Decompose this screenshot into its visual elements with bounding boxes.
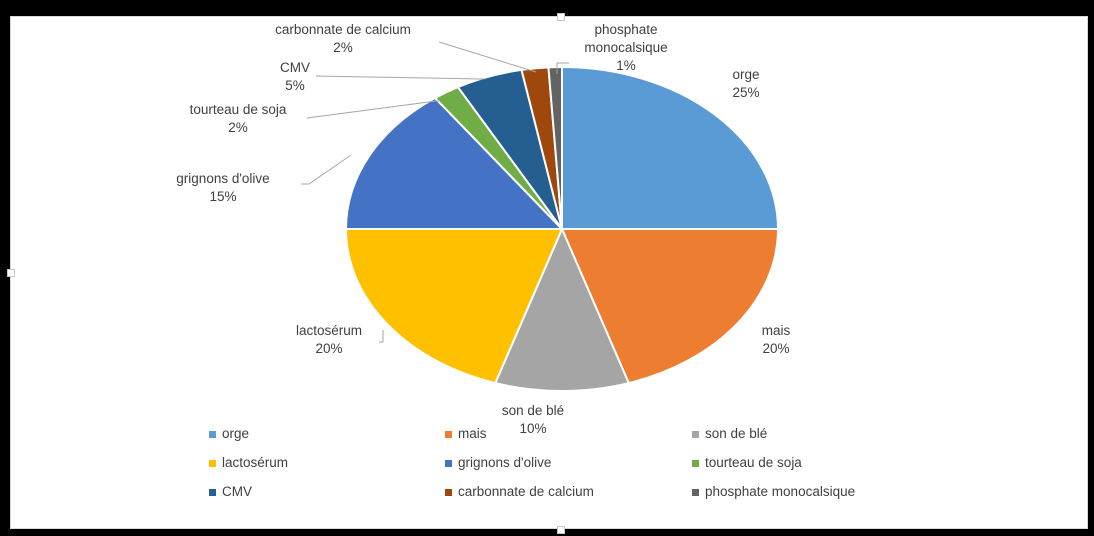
pie-slice-3[interactable] bbox=[344, 228, 564, 385]
legend-entry-1[interactable]: mais bbox=[458, 426, 487, 441]
resize-handle-bottom[interactable] bbox=[557, 526, 565, 534]
legend-entry-6[interactable]: CMV bbox=[222, 484, 252, 499]
legend-swatch-5 bbox=[692, 460, 699, 467]
data-label-1: mais 20% bbox=[762, 323, 791, 356]
data-label-4: grignons d'olive 15% bbox=[176, 171, 269, 204]
legend-entry-7[interactable]: carbonnate de calcium bbox=[458, 484, 594, 499]
legend-swatch-3 bbox=[209, 460, 216, 467]
leader-line-6 bbox=[315, 75, 484, 80]
legend-swatch-6 bbox=[209, 489, 216, 496]
data-label-5: tourteau de soja 2% bbox=[190, 102, 287, 135]
pie-slice-8[interactable] bbox=[547, 65, 563, 230]
legend-entry-8[interactable]: phosphate monocalsique bbox=[705, 484, 855, 499]
pie-slices bbox=[344, 65, 780, 392]
leader-line-3 bbox=[379, 330, 384, 343]
data-label-0: orge 25% bbox=[732, 67, 759, 100]
pie-slice-2[interactable] bbox=[493, 226, 631, 392]
legend-entry-0[interactable]: orge bbox=[222, 426, 249, 441]
data-label-8: phosphate monocalsique 1% bbox=[584, 22, 667, 73]
leader-line-8 bbox=[556, 62, 569, 74]
data-label-7: carbonnate de calcium 2% bbox=[275, 22, 411, 55]
pie-slice-1[interactable] bbox=[560, 228, 780, 385]
data-labels: orge 25% mais 20% son de blé 10% lactosérum 20%… bbox=[176, 22, 790, 436]
legend-swatch-4 bbox=[445, 460, 452, 467]
leader-lines bbox=[301, 41, 569, 343]
legend-entry-2[interactable]: son de blé bbox=[705, 426, 767, 441]
legend-entry-4[interactable]: grignons d'olive bbox=[458, 455, 551, 470]
legend-entry-3[interactable]: lactosérum bbox=[222, 455, 288, 470]
chart-frame[interactable]: orge 25% mais 20% son de blé 10% lactosérum 20%… bbox=[7, 13, 1088, 534]
legend-swatch-1 bbox=[445, 431, 452, 438]
pie-slice-4[interactable] bbox=[344, 96, 565, 230]
legend-swatch-8 bbox=[692, 489, 699, 496]
data-label-3: lactosérum 20% bbox=[296, 323, 362, 356]
legend: orge mais son de blé lactosérum grignons d'o… bbox=[209, 426, 855, 499]
pie-chart: orge 25% mais 20% son de blé 10% lactosérum 20%… bbox=[176, 22, 855, 499]
resize-handle-top[interactable] bbox=[557, 13, 565, 21]
legend-entry-5[interactable]: tourteau de soja bbox=[705, 455, 802, 470]
data-label-2: son de blé 10% bbox=[502, 403, 564, 436]
leader-line-4 bbox=[301, 154, 352, 185]
leader-line-7 bbox=[438, 41, 537, 73]
data-label-6: CMV 5% bbox=[280, 60, 310, 93]
legend-swatch-7 bbox=[445, 489, 452, 496]
pie-slice-0[interactable] bbox=[561, 65, 780, 230]
resize-handle-left[interactable] bbox=[7, 269, 15, 277]
leader-line-5 bbox=[306, 100, 439, 119]
legend-swatch-0 bbox=[209, 431, 216, 438]
legend-swatch-2 bbox=[692, 431, 699, 438]
